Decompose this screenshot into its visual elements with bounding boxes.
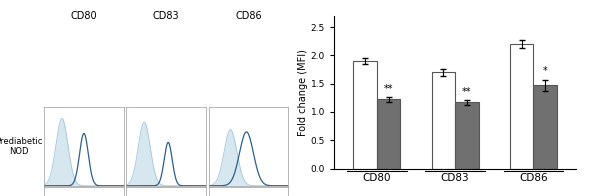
Bar <box>377 100 400 169</box>
Y-axis label: Fold change (MFI): Fold change (MFI) <box>298 49 308 136</box>
Text: **: ** <box>462 87 472 97</box>
Text: CD80: CD80 <box>70 11 98 21</box>
Bar <box>353 61 377 169</box>
Bar <box>510 44 533 169</box>
Text: **: ** <box>384 84 394 94</box>
Text: CD83: CD83 <box>153 11 180 21</box>
Bar <box>431 72 455 169</box>
Text: *: * <box>543 66 547 76</box>
Text: CD86: CD86 <box>235 11 262 21</box>
Bar <box>455 102 479 169</box>
Bar <box>533 85 557 169</box>
Text: Prediabetic
NOD: Prediabetic NOD <box>0 137 43 156</box>
